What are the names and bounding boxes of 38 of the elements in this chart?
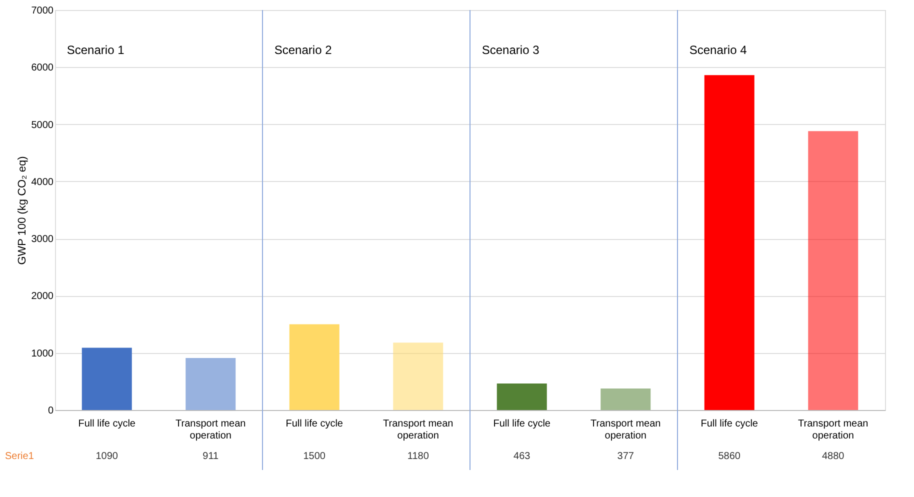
data-label: 1500 <box>303 451 326 462</box>
text: Serie1 <box>5 451 34 462</box>
y-tick-label: 5000 <box>31 120 54 131</box>
bar <box>393 342 444 410</box>
y-tick-label: 2000 <box>31 291 54 302</box>
y-tick-label: 6000 <box>31 62 54 74</box>
data-label: 5860 <box>718 451 741 462</box>
bar <box>186 358 236 410</box>
x-tick-label: Full life cycle <box>286 418 344 430</box>
bar <box>704 75 754 410</box>
y-tick-label: 4000 <box>31 176 54 188</box>
y-axis-title: GWP 100 (kg CO₂ eq) <box>16 156 28 265</box>
x-tick-label: Full life cycle <box>493 418 551 430</box>
y-tick-label: 0 <box>48 406 54 416</box>
x-tick-label: Transport mean operation <box>798 418 868 442</box>
y-tick-label: 1000 <box>31 348 54 360</box>
data-label: 377 <box>617 451 634 462</box>
data-label: 4880 <box>822 451 845 462</box>
bar <box>600 388 651 410</box>
x-tick-label: Transport mean operation <box>590 418 661 442</box>
bar <box>496 384 547 410</box>
data-label: 463 <box>514 451 531 462</box>
data-label: 1180 <box>407 451 430 462</box>
annotation: Scenario 2 <box>274 43 332 57</box>
annotation: Scenario 4 <box>689 43 748 57</box>
x-tick-label: Transport mean operation <box>383 418 454 442</box>
bar <box>808 131 858 410</box>
x-tick-label: Transport mean operation <box>176 418 246 442</box>
data-label: 911 <box>202 451 220 462</box>
x-tick-label: Full life cycle <box>78 418 136 430</box>
bar <box>289 324 340 410</box>
y-tick-label: 7000 <box>31 6 54 16</box>
y-tick-label: 3000 <box>31 234 54 246</box>
annotation: Scenario 3 <box>482 43 540 57</box>
data-label: 1090 <box>96 451 118 462</box>
bar <box>82 348 132 410</box>
annotation: Scenario 1 <box>66 43 125 57</box>
x-tick-label: Full life cycle <box>700 418 758 430</box>
